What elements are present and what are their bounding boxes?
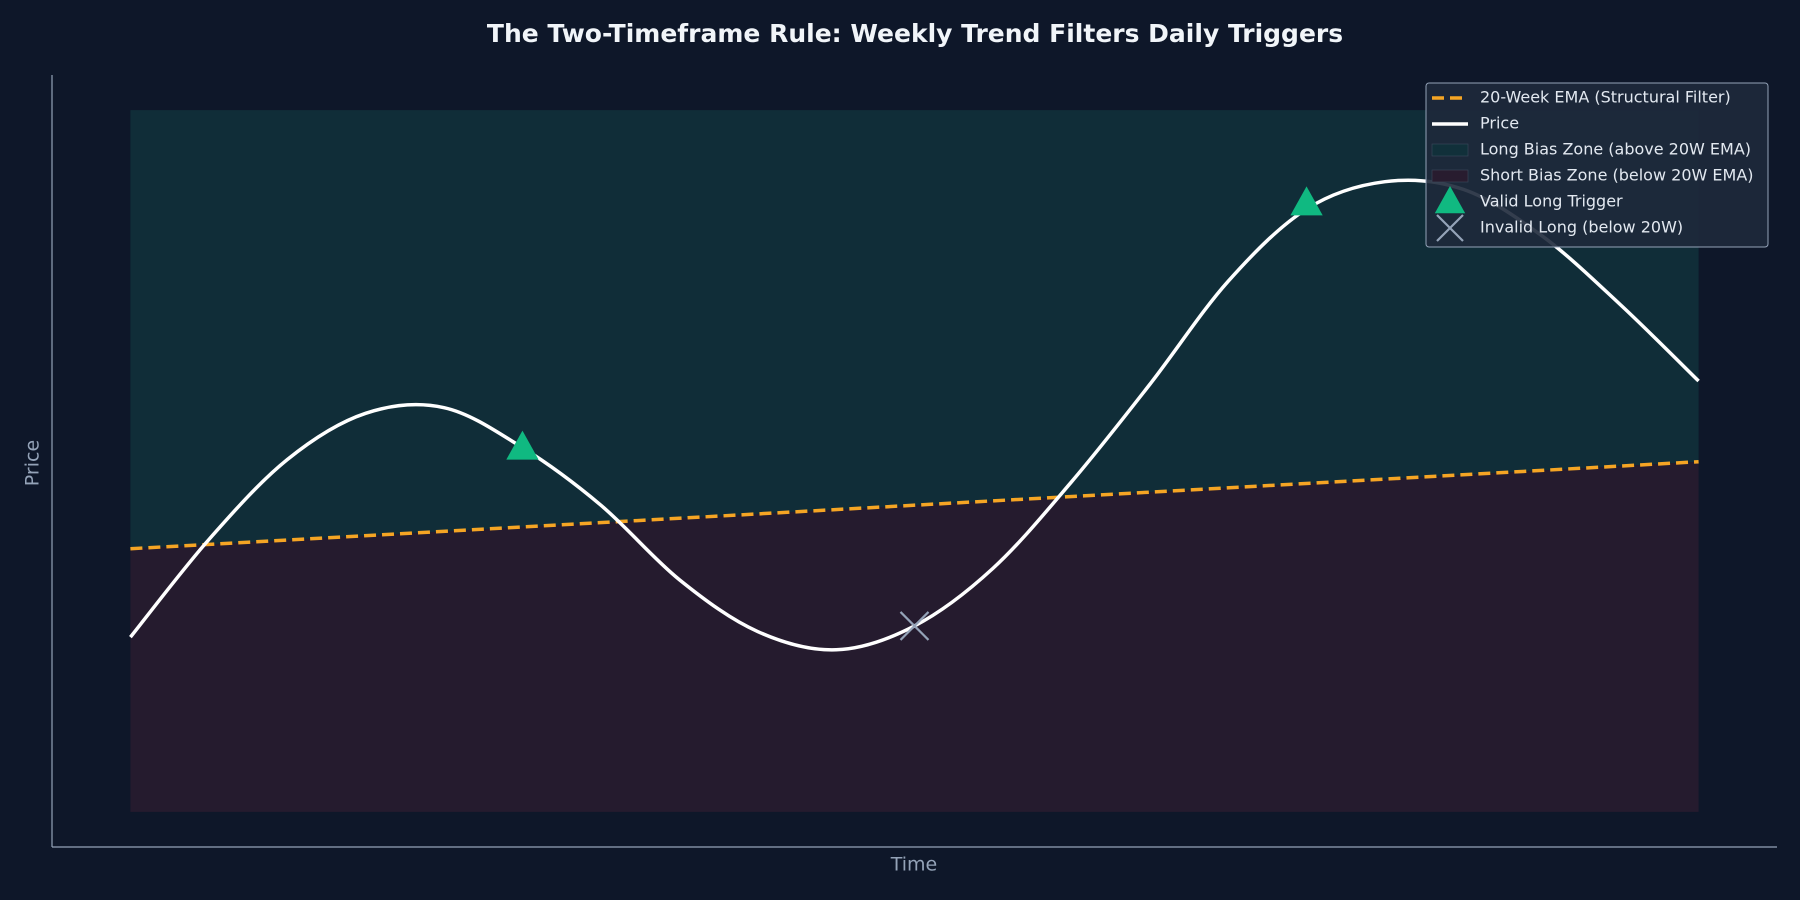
legend-label: Invalid Long (below 20W): [1480, 218, 1683, 237]
legend-label: Short Bias Zone (below 20W EMA): [1480, 166, 1754, 185]
marker-triangle: [506, 430, 539, 460]
x-axis-label: Time: [890, 854, 938, 876]
marker-x: [1436, 214, 1464, 242]
legend: 20-Week EMA (Structural Filter) Price Long…: [1425, 82, 1769, 248]
marker-x: [899, 611, 930, 641]
marker-triangle: [1434, 186, 1466, 214]
bias-zone: [130, 461, 1699, 812]
chart-title: The Two-Timeframe Rule: Weekly Trend Fil…: [487, 19, 1343, 48]
legend-label: Valid Long Trigger: [1480, 192, 1623, 211]
ema-line: [130, 459, 1699, 551]
legend-label: 20-Week EMA (Structural Filter): [1480, 88, 1731, 107]
legend-swatch: [1431, 169, 1469, 183]
y-axis-label: Price: [22, 440, 44, 486]
legend-swatch: [1431, 143, 1469, 157]
legend-label: Long Bias Zone (above 20W EMA): [1480, 140, 1751, 159]
legend-label: Price: [1480, 114, 1519, 133]
marker-triangle: [1290, 186, 1323, 216]
legend-box: [1425, 82, 1769, 248]
